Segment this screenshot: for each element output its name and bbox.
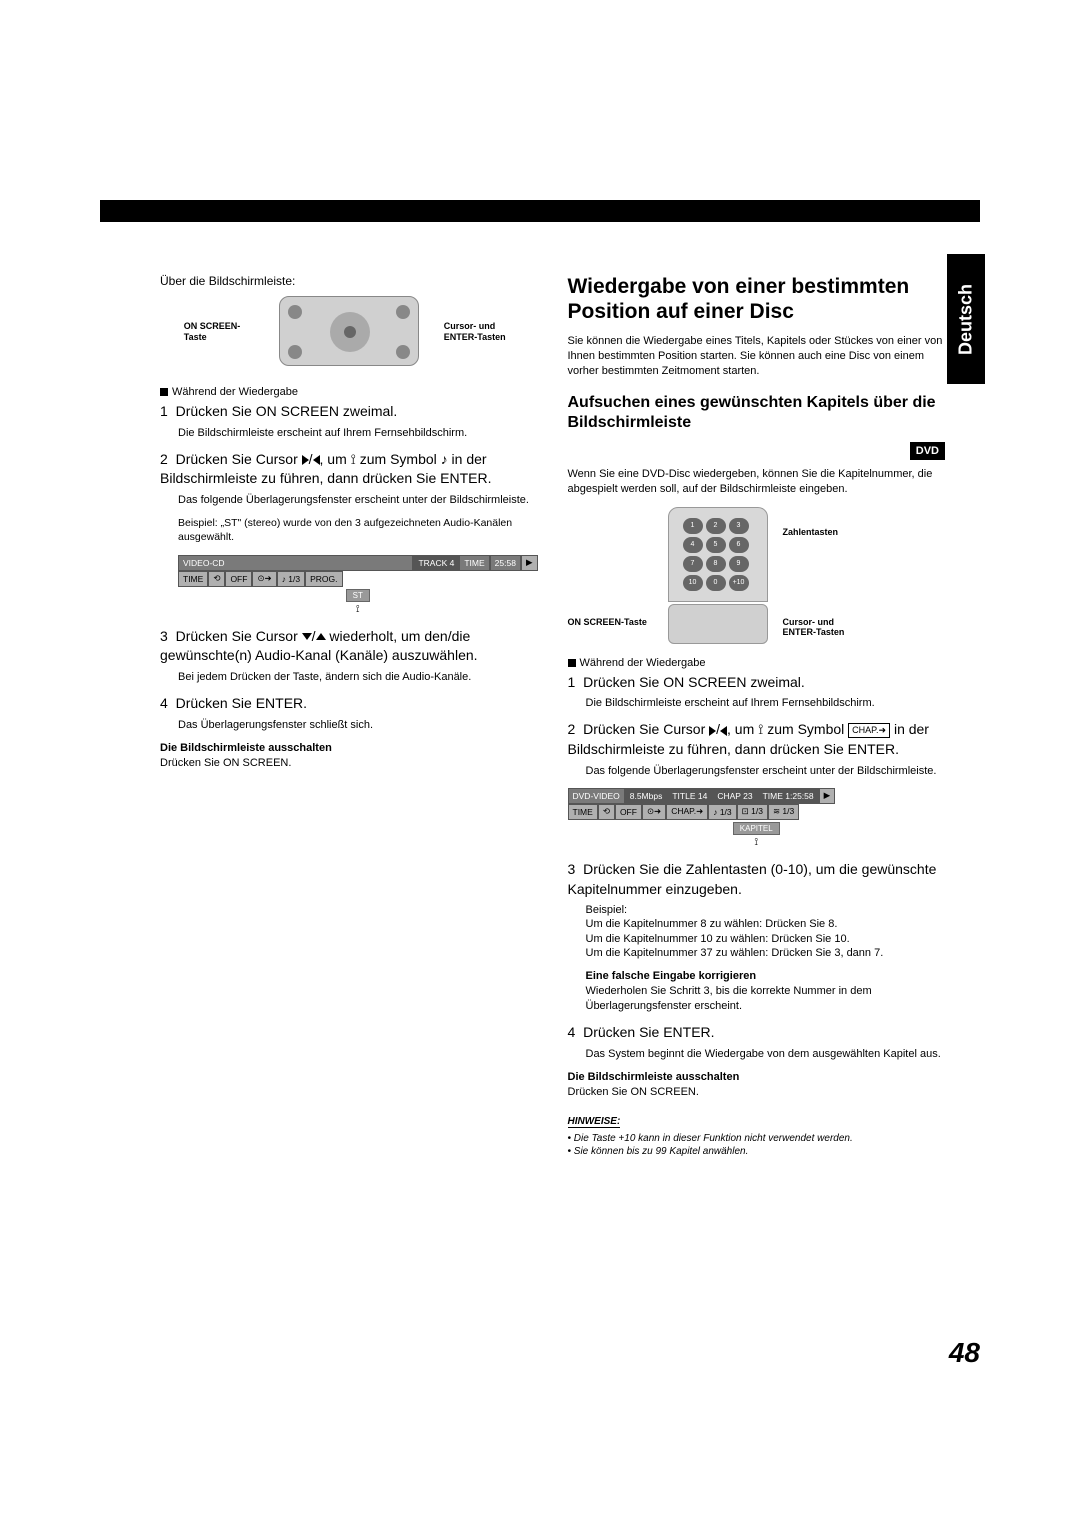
label-onscreen: ON SCREEN-Taste xyxy=(184,321,254,343)
right-turnoff-head: Die Bildschirmleiste ausschalten xyxy=(568,1071,946,1083)
right-intro: Sie können die Wiedergabe eines Titels, … xyxy=(568,334,946,379)
right-h1: Wiedergabe von einer bestimmten Position… xyxy=(568,274,946,324)
left-step2: 2 Drücken Sie Cursor /, um ⟟ zum Symbol … xyxy=(160,450,538,489)
hinweise-list: Die Taste +10 kann in dieser Funktion ni… xyxy=(568,1132,946,1158)
osd-left: VIDEO-CD TRACK 4 TIME 25:58 ▶ TIME ⟲ OFF… xyxy=(178,555,538,615)
osd-right: DVD-VIDEO 8.5Mbps TITLE 14 CHAP 23 TIME … xyxy=(568,788,946,848)
right-step1: 1 Drücken Sie ON SCREEN zweimal. xyxy=(568,673,946,693)
right-step3-corr-head: Eine falsche Eingabe korrigieren xyxy=(586,970,946,982)
left-turnoff-head: Die Bildschirmleiste ausschalten xyxy=(160,742,538,754)
dvd-badge: DVD xyxy=(910,442,945,460)
label-cursor-enter: Cursor- und ENTER-Tasten xyxy=(444,321,514,343)
page-number: 48 xyxy=(949,1337,980,1369)
right-h2: Aufsuchen eines gewünschten Kapitels übe… xyxy=(568,393,946,433)
right-column: Wiedergabe von einer bestimmten Position… xyxy=(568,274,946,1158)
left-step2-note: Beispiel: „ST" (stereo) wurde von den 3 … xyxy=(178,517,538,544)
right-step2-desc: Das folgende Überlagerungsfenster ersche… xyxy=(586,764,946,778)
left-step3-desc: Bei jedem Drücken der Taste, ändern sich… xyxy=(178,670,538,684)
left-turnoff-body: Drücken Sie ON SCREEN. xyxy=(160,756,538,770)
left-step1-desc: Die Bildschirmleiste erscheint auf Ihrem… xyxy=(178,426,538,440)
language-tab: Deutsch xyxy=(947,254,985,384)
label-numbers: Zahlentasten xyxy=(783,527,858,538)
right-step3-ex: Beispiel: Um die Kapitelnummer 8 zu wähl… xyxy=(586,903,946,960)
right-step3-corr-body: Wiederholen Sie Schritt 3, bis die korre… xyxy=(586,984,946,1013)
left-step2-desc: Das folgende Überlagerungsfenster ersche… xyxy=(178,493,538,507)
remote-diagram-left: ON SCREEN-Taste Cursor- und ENTER-Tasten xyxy=(259,296,439,376)
page-content: Über die Bildschirmleiste: ON SCREEN-Tas… xyxy=(160,274,945,1158)
left-step4-desc: Das Überlagerungsfenster schließt sich. xyxy=(178,718,538,732)
right-step3: 3 Drücken Sie die Zahlentasten (0-10), u… xyxy=(568,860,946,899)
remote-diagram-right: 123 456 789 100+10 ON SCREEN-Taste Zahle… xyxy=(658,507,778,647)
hinweise-header: HINWEISE: xyxy=(568,1116,621,1128)
top-black-bar xyxy=(100,200,980,222)
label-cursor-enter-r: Cursor- und ENTER-Tasten xyxy=(783,617,858,639)
play-state-left: Während der Wiedergabe xyxy=(160,386,538,398)
left-step4: 4 Drücken Sie ENTER. xyxy=(160,694,538,714)
left-step3: 3 Drücken Sie Cursor / wiederholt, um de… xyxy=(160,627,538,666)
right-step1-desc: Die Bildschirmleiste erscheint auf Ihrem… xyxy=(586,696,946,710)
right-subintro: Wenn Sie eine DVD-Disc wiedergeben, könn… xyxy=(568,467,946,497)
label-onscreen-r: ON SCREEN-Taste xyxy=(568,617,648,628)
right-step4: 4 Drücken Sie ENTER. xyxy=(568,1023,946,1043)
right-turnoff-body: Drücken Sie ON SCREEN. xyxy=(568,1085,946,1099)
play-state-right: Während der Wiedergabe xyxy=(568,657,946,669)
right-step4-desc: Das System beginnt die Wiedergabe von de… xyxy=(586,1047,946,1061)
left-column: Über die Bildschirmleiste: ON SCREEN-Tas… xyxy=(160,274,538,1158)
left-intro: Über die Bildschirmleiste: xyxy=(160,274,538,288)
right-step2: 2 Drücken Sie Cursor /, um ⟟ zum Symbol … xyxy=(568,720,946,759)
left-step1: 1 Drücken Sie ON SCREEN zweimal. xyxy=(160,402,538,422)
